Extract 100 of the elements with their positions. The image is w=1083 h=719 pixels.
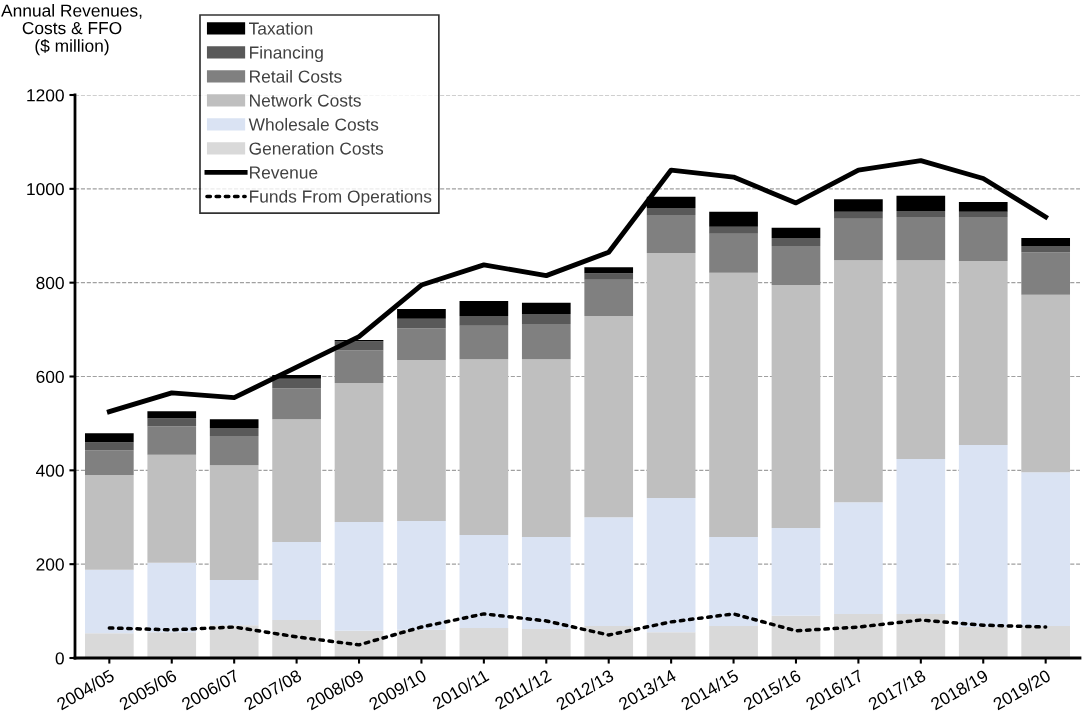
bar [521, 314, 571, 324]
bar [896, 216, 946, 261]
bar [334, 383, 384, 522]
bar [1021, 246, 1071, 253]
line-series [106, 158, 1049, 415]
bar [272, 419, 321, 543]
bar [209, 436, 259, 466]
bar [958, 261, 1008, 445]
bar [521, 359, 571, 537]
y-tick-label: 600 [36, 370, 64, 383]
bar [147, 411, 197, 419]
bar [771, 615, 821, 658]
bar [209, 428, 259, 437]
bar [459, 359, 509, 536]
bar [459, 300, 509, 316]
bar [147, 418, 197, 427]
bar [397, 308, 446, 319]
bar [771, 528, 821, 616]
bar [521, 323, 571, 360]
bar [272, 388, 321, 420]
bar [646, 253, 696, 499]
bar [958, 211, 1008, 217]
bar [771, 238, 821, 247]
bar [646, 196, 696, 209]
legend-label: Retail Costs [250, 69, 342, 83]
bar [397, 328, 446, 361]
bar [272, 542, 321, 620]
bar [958, 216, 1008, 262]
bar [84, 633, 134, 658]
bar [646, 215, 696, 254]
y-tick-label: 1200 [27, 89, 64, 102]
legend-label: Financing [250, 45, 323, 63]
bar [834, 211, 883, 219]
bar [397, 629, 446, 658]
bar [709, 626, 758, 658]
bar [147, 632, 197, 658]
bar [584, 279, 634, 316]
bar [709, 272, 758, 537]
bar [834, 218, 883, 261]
bar [1021, 294, 1071, 473]
y-tick-label: 1000 [27, 183, 64, 196]
bar [584, 626, 634, 658]
bar [709, 226, 758, 234]
bar [334, 521, 384, 631]
bar [209, 465, 259, 581]
bar [896, 260, 946, 460]
y-tick-label: 200 [36, 558, 64, 571]
bar [771, 285, 821, 529]
bar [646, 632, 696, 658]
bar [958, 627, 1008, 658]
legend-label: Funds From Operations [250, 189, 432, 207]
bar [834, 502, 883, 614]
bar [1021, 238, 1071, 247]
bar [584, 267, 634, 274]
bar [84, 475, 134, 570]
bar [209, 625, 259, 658]
bar [584, 315, 634, 518]
bar [896, 459, 946, 614]
legend-label: Generation Costs [249, 141, 384, 155]
bar [521, 628, 571, 658]
bar [771, 227, 821, 239]
bar [896, 613, 946, 658]
bar [272, 620, 321, 658]
bar [709, 536, 758, 627]
bar [834, 260, 883, 503]
bar [84, 569, 134, 634]
bar [147, 562, 197, 633]
bar [459, 315, 509, 326]
bar [709, 233, 758, 273]
bar [521, 536, 571, 629]
y-tick-label: 0 [55, 652, 64, 665]
bar [272, 378, 321, 389]
bar [84, 442, 134, 451]
bar [1021, 626, 1071, 658]
bar [397, 521, 446, 630]
legend-label: Taxation [249, 21, 313, 35]
bar [958, 201, 1008, 212]
bar [84, 433, 134, 443]
bar [209, 580, 259, 626]
bar [459, 627, 509, 658]
bar [896, 195, 946, 211]
bar [459, 325, 509, 360]
line-series [107, 612, 1048, 647]
bar [209, 419, 259, 429]
bar [584, 517, 634, 627]
bar [896, 210, 946, 217]
bar [584, 273, 634, 280]
bar [84, 450, 134, 476]
bar [147, 454, 197, 563]
y-tick-label: 400 [36, 464, 64, 477]
bar [646, 498, 696, 633]
y-tick-label: 800 [36, 276, 64, 290]
bar [521, 302, 571, 315]
bar [1021, 472, 1071, 627]
bar [958, 445, 1008, 628]
y-axis-title: Annual Revenues, Costs & FFO ($ million) [1, 4, 142, 56]
bar [459, 535, 509, 628]
bar [834, 613, 883, 658]
bar [1021, 252, 1071, 295]
legend-label: Network Costs [250, 93, 361, 107]
